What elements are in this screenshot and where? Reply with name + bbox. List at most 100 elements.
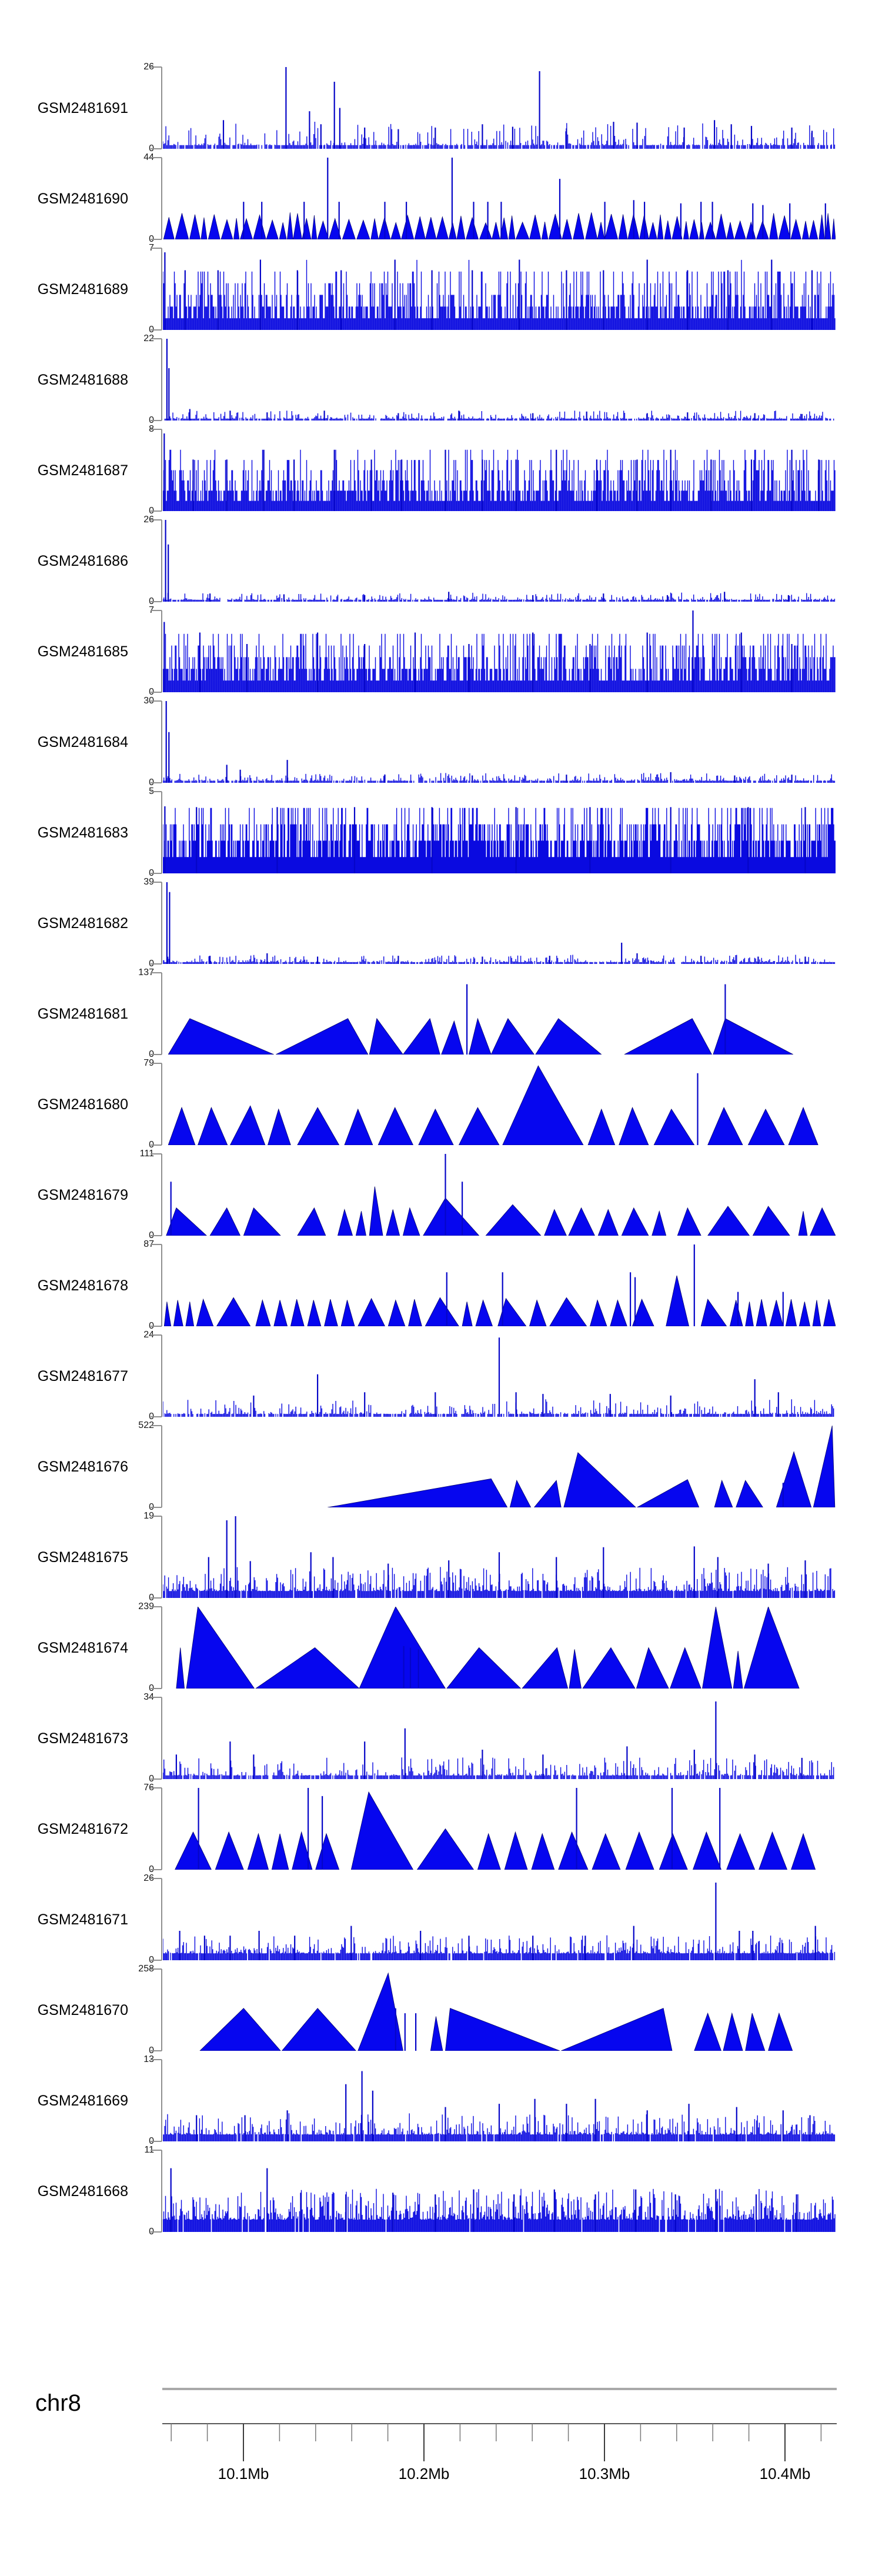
y-axis-top-tick xyxy=(151,157,162,158)
y-axis-line xyxy=(161,1516,162,1598)
signal-plot xyxy=(163,520,836,602)
y-axis-bottom-tick xyxy=(151,1869,162,1870)
signal-polygon xyxy=(582,1647,636,1689)
signal-plot xyxy=(199,1972,793,2051)
signal-polygon xyxy=(233,218,240,239)
signal-polygon xyxy=(268,1108,291,1145)
signal-spikes-path xyxy=(164,806,806,873)
signal-polygon xyxy=(430,2016,443,2051)
signal-polygon xyxy=(785,1299,797,1326)
signal-polygon xyxy=(778,215,791,239)
y-axis-bottom-tick xyxy=(151,2231,162,2233)
data-track: GSM2481687 8 0 xyxy=(0,424,882,516)
signal-polygon xyxy=(358,1297,385,1326)
y-axis-line xyxy=(161,1426,162,1507)
signal-polygon xyxy=(201,217,208,239)
data-track: GSM2481691 26 0 xyxy=(0,62,882,154)
chromosome-label: chr8 xyxy=(35,2390,81,2416)
signal-polygon xyxy=(747,1108,785,1145)
signal-polygon xyxy=(302,218,312,239)
signal-polygon xyxy=(185,1302,195,1326)
signal-polygon xyxy=(726,1833,756,1870)
signal-polygon xyxy=(587,1108,616,1145)
signal-polygon xyxy=(475,1299,493,1326)
signal-polygon xyxy=(818,214,825,239)
signal-polygon xyxy=(416,1828,475,1870)
signal-polygon xyxy=(462,1302,473,1326)
track-name-label: GSM2481672 xyxy=(37,1820,128,1837)
signal-polygon xyxy=(390,222,402,239)
track-name-label: GSM2481676 xyxy=(37,1458,128,1475)
y-axis-line xyxy=(161,1788,162,1870)
signal-spikes-path xyxy=(395,2008,417,2051)
signal-polygon xyxy=(652,1210,667,1236)
signal-polygon xyxy=(791,1833,816,1870)
track-name-label: GSM2481681 xyxy=(37,1005,128,1022)
track-name-label: GSM2481680 xyxy=(37,1096,128,1113)
signal-polygon xyxy=(196,1298,214,1326)
axis-tick-label: 10.2Mb xyxy=(399,2465,450,2482)
signal-polygon xyxy=(287,212,293,239)
signal-polygon xyxy=(297,1107,340,1145)
signal-polygon xyxy=(573,213,584,239)
signal-polygon xyxy=(548,213,562,239)
signal-polygon xyxy=(699,222,704,239)
signal-polygon xyxy=(290,1299,305,1326)
signal-polygon xyxy=(338,1209,353,1236)
signal-bars-path xyxy=(164,411,834,421)
data-track: GSM2481686 26 0 xyxy=(0,515,882,606)
signal-polygon xyxy=(659,1833,688,1870)
y-axis-bottom-tick xyxy=(151,2050,162,2051)
signal-plot xyxy=(163,158,836,239)
track-name-label: GSM2481687 xyxy=(37,462,128,479)
y-axis-line xyxy=(161,429,162,511)
genome-axis: 10.1Mb 10.2Mb 10.3Mb 10.4Mb xyxy=(162,2423,837,2482)
signal-polygon xyxy=(544,1209,567,1236)
signal-polygon xyxy=(693,1831,721,1870)
signal-polygon xyxy=(469,1017,492,1055)
signal-polygon xyxy=(621,1207,649,1236)
signal-polygon xyxy=(625,1831,654,1870)
signal-plot xyxy=(164,339,834,421)
signal-bars-path xyxy=(163,633,836,692)
signal-polygon xyxy=(776,1451,812,1507)
y-axis-bottom-tick xyxy=(151,692,162,693)
signal-polygon xyxy=(402,1207,420,1236)
signal-plot xyxy=(163,1516,836,1598)
data-track: GSM2481688 22 0 xyxy=(0,333,882,425)
signal-spikes-path xyxy=(446,1244,784,1326)
y-axis-line xyxy=(161,2150,162,2232)
signal-bars-path xyxy=(163,1935,836,1960)
signal-polygon xyxy=(604,213,619,239)
signal-polygon xyxy=(788,1106,818,1145)
signal-polygon xyxy=(253,214,266,239)
signal-polygon xyxy=(198,1106,228,1145)
y-axis-top-tick xyxy=(151,1244,162,1245)
data-track: GSM2481671 26 0 xyxy=(0,1873,882,1965)
signal-polygon xyxy=(292,1831,313,1870)
y-axis-top-tick xyxy=(151,972,162,973)
signal-polygon xyxy=(810,1207,836,1236)
signal-polygon xyxy=(549,1297,587,1326)
signal-polygon xyxy=(344,1108,373,1145)
signal-polygon xyxy=(401,214,415,239)
signal-polygon xyxy=(736,1480,763,1507)
y-axis-top-tick xyxy=(151,1516,162,1517)
signal-spikes-path xyxy=(208,1516,806,1598)
signal-polygon xyxy=(377,1107,414,1145)
axis-tick-label: 10.3Mb xyxy=(579,2465,630,2482)
signal-polygon xyxy=(297,1207,326,1236)
y-axis-max-label: 39 xyxy=(143,877,154,887)
signal-plot xyxy=(163,1337,834,1417)
signal-polygon xyxy=(492,222,500,239)
y-axis-bottom-tick xyxy=(151,1144,162,1146)
y-axis-top-tick xyxy=(151,1334,162,1336)
signal-polygon xyxy=(414,216,426,239)
track-name-label: GSM2481675 xyxy=(37,1549,128,1566)
signal-polygon xyxy=(636,1647,669,1689)
signal-polygon xyxy=(522,1647,569,1689)
y-axis-top-tick xyxy=(151,429,162,430)
signal-plot xyxy=(163,806,836,873)
y-axis-bottom-tick xyxy=(151,1416,162,1417)
y-axis-top-tick xyxy=(151,1787,162,1788)
